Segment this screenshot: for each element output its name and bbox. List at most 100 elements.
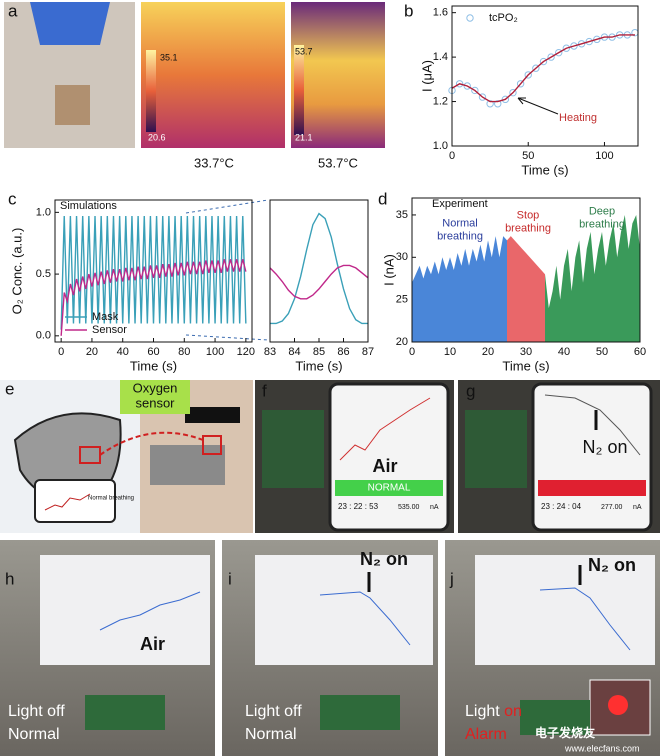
point (486, 100, 494, 108)
link-arrow (99, 431, 204, 456)
region-label: Normal breathing (437, 218, 483, 243)
circuit-board (520, 700, 590, 735)
x-tick-label: 60 (634, 346, 646, 358)
panel-label: g (466, 381, 475, 400)
panel-label: h (5, 569, 14, 588)
y-tick-label: 1.4 (433, 51, 448, 63)
status: NORMAL (368, 483, 411, 494)
series-line (60, 259, 247, 336)
x-axis-label: Time (s) (295, 358, 342, 373)
screen-trace (539, 587, 631, 651)
point (463, 82, 471, 90)
annotation-arrow (517, 97, 559, 115)
light-state: Light off (8, 703, 65, 720)
phone-trace (44, 493, 91, 511)
series-line (60, 216, 247, 330)
glove (30, 2, 110, 45)
x-tick-label: 40 (117, 346, 129, 358)
point (455, 80, 464, 88)
y-tick-label: 1.0 (433, 140, 448, 152)
time: 23 : 22 : 53 (338, 502, 379, 511)
screen-label: N₂ on (360, 549, 408, 569)
x-tick-label: 86 (337, 346, 349, 358)
x-tick-label: 0 (58, 346, 64, 358)
y-tick-label: 1.2 (433, 95, 448, 107)
light-state: Light on (465, 703, 522, 720)
x-tick-label: 83 (264, 346, 276, 358)
y-axis-label: I (μA) (419, 60, 434, 92)
panel-label: c (8, 189, 17, 208)
x-tick-label: 120 (237, 346, 255, 358)
y-tick-label: 0.0 (36, 330, 51, 342)
panel-h: Air Light off Normal (0, 540, 215, 756)
point (532, 64, 540, 72)
alarm-state: Normal (245, 726, 297, 743)
point (478, 93, 487, 101)
colorbar-max: 35.1 (160, 52, 178, 62)
phone-label: N₂ on (582, 437, 627, 457)
series-area (412, 236, 507, 342)
x-tick-label: 100 (206, 346, 224, 358)
y-tick-label: 1.6 (433, 7, 448, 19)
light-state: Light off (245, 703, 302, 720)
temperature: 53.7°C (318, 155, 358, 170)
series-area (545, 214, 640, 342)
chart: 0 50 100 1.0 1.2 1.4 1.6 Time (s) I (μA) Heating t… (419, 5, 639, 177)
colorbar-max: 53.7 (295, 46, 313, 56)
point (570, 42, 578, 50)
y-tick-label: 25 (396, 294, 408, 306)
reading: 535.00 (398, 504, 420, 511)
phone-drawing (34, 479, 116, 523)
screen (255, 555, 433, 665)
panel-labels: a b c d e f g h i j (5, 1, 475, 588)
legend-label: tcPO₂ (489, 12, 518, 24)
plot-frame (451, 5, 639, 147)
zoom-guide (185, 199, 269, 214)
series-line (451, 34, 635, 103)
status-bar (538, 480, 646, 496)
point (555, 48, 563, 57)
phone-trace (544, 394, 641, 456)
point (593, 35, 601, 44)
circuit-board (85, 695, 165, 730)
thermal-image-1 (141, 2, 285, 148)
panel-label: j (449, 569, 454, 588)
sensor-patch (55, 85, 90, 125)
point (516, 80, 525, 88)
light-on: on (504, 703, 522, 720)
temperature: 33.7°C (194, 155, 234, 170)
y-tick-label: 20 (396, 336, 408, 348)
series-area (507, 236, 545, 342)
label-box (120, 380, 190, 414)
sensor-label: Oxygen sensor (133, 381, 178, 411)
alarm-state: Normal (8, 726, 60, 743)
x-axis-label: Time (s) (130, 358, 177, 373)
chart: 0 10 20 30 40 50 60 20 25 30 35 Time (s) I (nA) Norma… (381, 197, 646, 373)
led (608, 695, 628, 715)
panel-f: Air NORMAL 23 : 22 : 53 535.00 nA (255, 380, 454, 533)
series-line (269, 264, 369, 300)
legend-label: Sensor (92, 324, 127, 336)
screen-label: N₂ on (588, 555, 636, 575)
panel-label: d (378, 189, 387, 208)
colorbar-1 (146, 50, 156, 132)
plot-frame (411, 197, 641, 343)
x-axis-label: Time (s) (521, 162, 568, 177)
screen-label: Air (140, 634, 165, 654)
screen (40, 555, 210, 665)
sensor-box (202, 435, 222, 455)
circuit-board (320, 695, 400, 730)
panel-label: f (262, 381, 267, 400)
status-bar (335, 480, 443, 496)
point (501, 95, 510, 104)
reading: 277.00 (601, 504, 623, 511)
point (471, 86, 479, 95)
x-tick-label: 87 (362, 346, 374, 358)
plot-frame (269, 199, 369, 343)
unit: nA (633, 504, 642, 511)
watermark: 电子发烧友 (535, 725, 595, 740)
eye-bar (185, 407, 240, 423)
x-tick-label: 85 (313, 346, 325, 358)
point (547, 53, 555, 61)
